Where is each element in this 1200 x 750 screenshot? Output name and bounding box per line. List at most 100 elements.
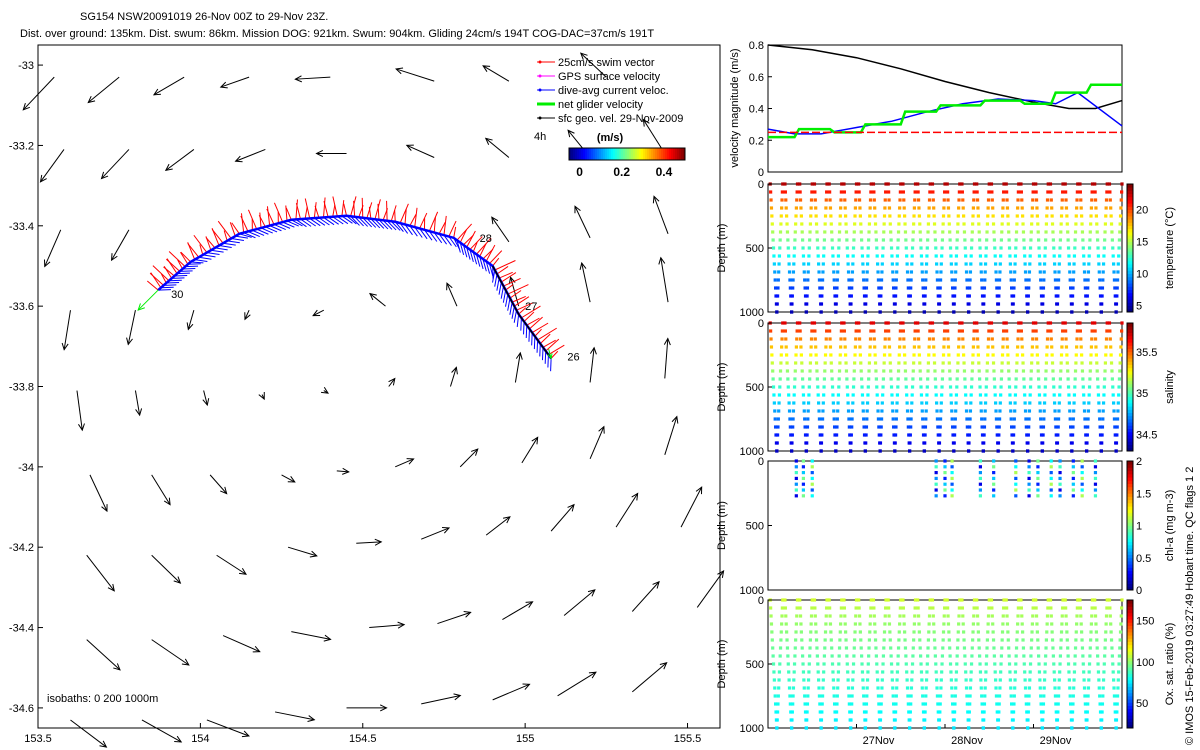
profile-sample [879,425,883,429]
profile-sample [1051,230,1055,234]
profile-sample [1041,286,1046,290]
profile-sample [998,686,1002,690]
profile-sample [867,222,872,226]
profile-sample [923,433,927,437]
profile-sample [829,353,833,357]
profile-sample [1023,409,1028,413]
profile-sample [922,310,926,314]
profile-sample [771,377,775,381]
profile-sample [1026,726,1030,730]
profile-sample [1017,598,1021,602]
profile-sample [1051,646,1055,650]
profile-sample [958,182,962,186]
profile-sample [1118,230,1122,234]
profile-sample [803,425,807,429]
profile-sample [836,670,841,674]
profile-sample [1120,606,1124,610]
profile-sample [935,262,939,266]
profile-sample [1101,401,1106,405]
profile-sample [957,329,961,333]
profile-sample [847,417,851,421]
profile-sample [1045,206,1049,210]
profile-sample [1064,606,1068,610]
profile-sample [889,238,893,242]
profile-sample [771,238,775,242]
profile-sample [917,622,921,626]
profile-sample [808,361,813,365]
profile-sample [928,182,932,186]
profile-sample [773,417,777,421]
profile-sample [818,425,822,429]
profile-sample [939,270,943,274]
profile-sample [1005,190,1009,194]
profile-colorbar-cell [1127,686,1133,690]
profile-sample [1028,246,1033,250]
profile-sample [1082,409,1087,413]
profile-sample [1117,662,1121,666]
profile-sample [882,630,887,634]
profile-sample [1011,294,1016,298]
profile-sample [1068,686,1072,690]
profile-sample [803,278,807,282]
profile-sample [836,254,841,258]
profile-sample [853,222,857,226]
colorbar-cell [637,148,640,160]
profile-sample [964,401,968,405]
profile-sample [1021,361,1025,365]
colorbar-cell [631,148,634,160]
current-vector-head [369,292,377,301]
profile-sample [878,441,883,445]
profile-sample [1056,425,1060,429]
profile-sample [790,726,794,730]
dac-vector [206,252,220,256]
profile-sample [1020,622,1024,626]
profile-sample [775,718,779,722]
profile-sample [995,425,999,429]
profile-sample [791,278,795,282]
profile-sample [946,198,950,202]
profile-sample [778,646,783,650]
profile-sample [1029,377,1033,381]
profile-sample [1082,270,1087,274]
profile-sample [1009,686,1013,690]
current-vector [101,149,130,179]
profile-sample [886,182,890,186]
profile-colorbar-cell [1127,345,1133,349]
profile-sample [806,262,811,266]
profile-sample [983,278,987,282]
profile-sample [933,646,937,650]
profile-sample [1022,654,1026,658]
profile-sample [810,182,814,186]
profile-sample [1002,606,1006,610]
profile-colorbar-cell [1127,616,1133,620]
profile-sample [971,638,975,642]
profile-sample [824,345,828,349]
profile-sample [1087,385,1092,389]
profile-sample [893,449,897,453]
profile-colorbar-cell [1127,390,1133,394]
colorbar-cell [641,148,644,160]
profile-sample [1043,393,1047,397]
profile-sample [780,329,784,333]
profile-sample [901,598,905,602]
profile-sample [878,302,883,306]
profile-sample [1068,694,1072,698]
current-vector [206,719,250,737]
profile-sample [938,294,942,298]
profile-sample [998,678,1002,682]
profile-sample [1093,476,1098,481]
profile-sample [897,353,901,357]
profile-sample [917,630,921,634]
profile-sample [1007,662,1012,666]
profile-sample [884,321,888,325]
profile-colorbar-cell [1127,606,1133,610]
profile-sample [880,678,884,682]
profile-sample [1017,182,1021,186]
profile-sample [895,686,899,690]
profile-sample [1070,294,1075,298]
profile-sample [968,278,972,282]
profile-sample [912,622,916,626]
profile-sample [911,654,915,658]
profile-sample [947,630,951,634]
profile-sample [879,417,884,421]
